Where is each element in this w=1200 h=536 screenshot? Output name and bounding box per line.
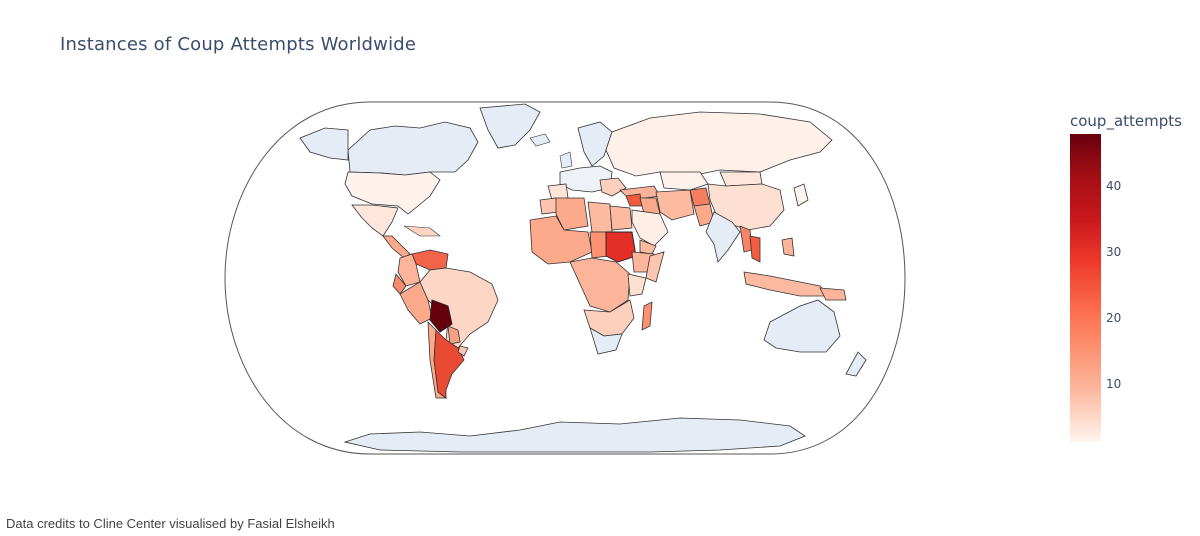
- country-new-zealand[interactable]: [845, 351, 867, 377]
- country-greenland[interactable]: [479, 103, 541, 149]
- country-paraguay[interactable]: [447, 325, 461, 345]
- country-morocco[interactable]: [539, 197, 559, 215]
- country-iran[interactable]: [655, 189, 695, 221]
- data-credits: Data credits to Cline Center visualised …: [6, 516, 335, 531]
- colorbar-tick-10: 10: [1106, 377, 1122, 391]
- continent-antarctica[interactable]: [343, 417, 806, 453]
- country-afghanistan[interactable]: [689, 187, 711, 207]
- country-brazil[interactable]: [419, 267, 499, 349]
- country-madagascar[interactable]: [641, 301, 653, 331]
- colorbar-title: coup_attempts: [1070, 112, 1182, 130]
- country-libya[interactable]: [587, 201, 613, 233]
- region-scandinavia[interactable]: [577, 121, 613, 167]
- country-egypt[interactable]: [609, 205, 633, 231]
- country-uk[interactable]: [559, 151, 573, 169]
- region-balkans[interactable]: [599, 177, 627, 197]
- country-usa[interactable]: [344, 171, 441, 215]
- region-caribbean[interactable]: [403, 225, 441, 237]
- country-mongolia[interactable]: [719, 171, 763, 187]
- country-iceland[interactable]: [529, 133, 551, 147]
- country-india[interactable]: [705, 211, 741, 263]
- country-russia[interactable]: [605, 111, 833, 177]
- region-alaska[interactable]: [299, 127, 349, 161]
- country-kenya[interactable]: [627, 273, 647, 297]
- country-kazakhstan[interactable]: [659, 171, 709, 191]
- country-japan[interactable]: [793, 183, 809, 207]
- country-papua-new-guinea[interactable]: [819, 287, 847, 301]
- colorbar: [1070, 134, 1101, 442]
- country-philippines[interactable]: [781, 237, 795, 257]
- colorbar-tick-30: 30: [1106, 245, 1122, 259]
- colorbar-tick-40: 40: [1106, 179, 1122, 193]
- region-central-america[interactable]: [382, 235, 411, 259]
- chart-title: Instances of Coup Attempts Worldwide: [60, 34, 417, 55]
- country-china[interactable]: [707, 183, 785, 231]
- country-sudan[interactable]: [605, 231, 637, 263]
- country-algeria[interactable]: [555, 197, 589, 231]
- country-somalia[interactable]: [645, 251, 665, 283]
- country-mexico[interactable]: [351, 204, 399, 237]
- region-central-africa[interactable]: [569, 257, 631, 313]
- country-south-africa[interactable]: [589, 327, 623, 355]
- country-bolivia[interactable]: [429, 299, 453, 333]
- country-australia[interactable]: [763, 299, 841, 353]
- colorbar-tick-20: 20: [1106, 311, 1122, 325]
- country-uruguay[interactable]: [457, 345, 469, 357]
- country-argentina[interactable]: [433, 329, 465, 399]
- country-thailand[interactable]: [749, 235, 761, 263]
- country-chad[interactable]: [589, 231, 609, 259]
